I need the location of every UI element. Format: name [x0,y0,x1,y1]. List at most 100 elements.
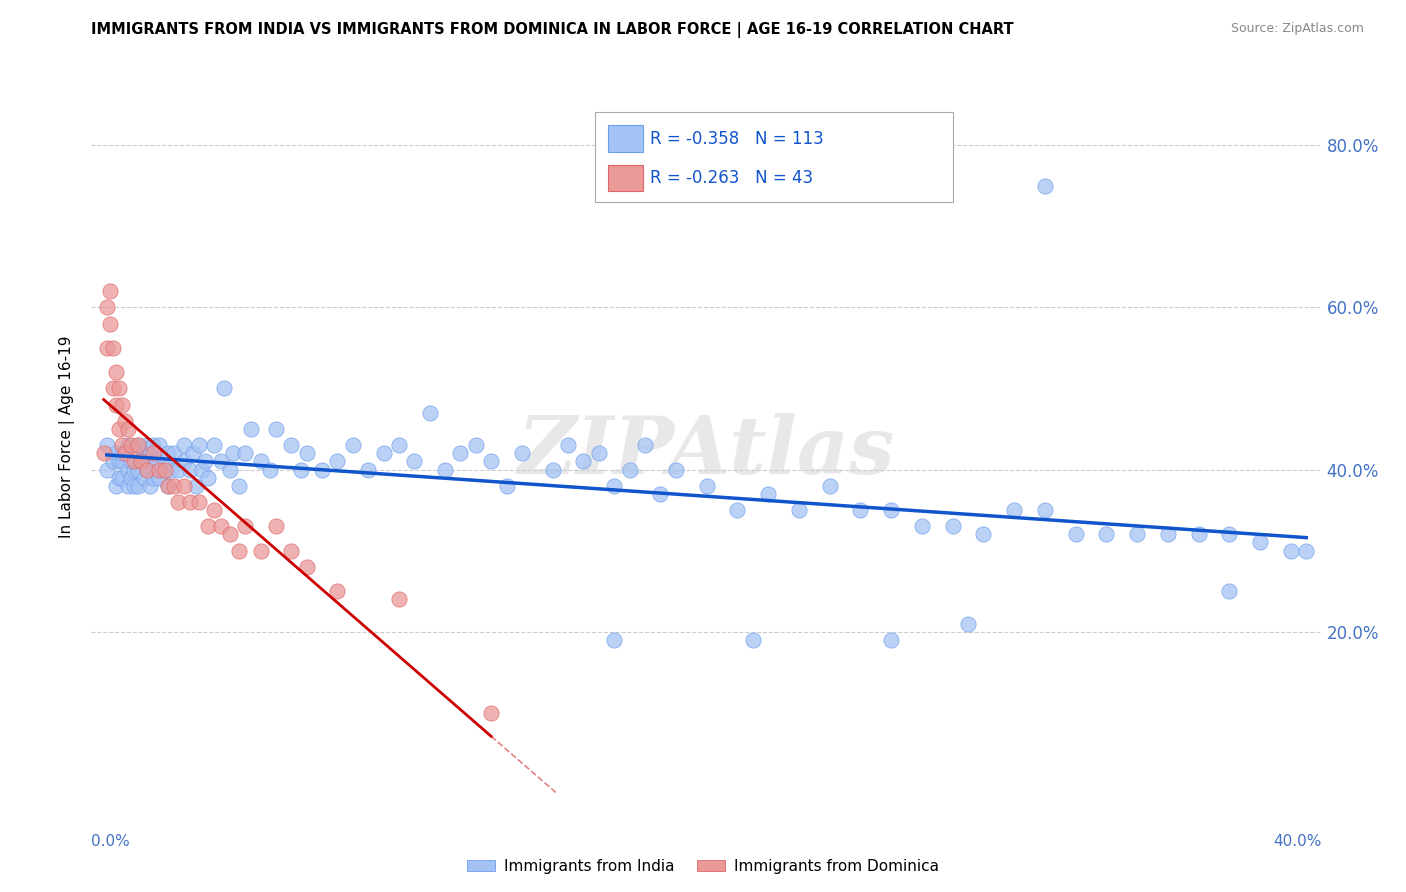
Point [108,422,131,436]
Point [295,559,318,574]
Point [326,454,349,468]
Point [1064,527,1087,541]
Point [1295,543,1317,558]
Point [150,462,173,476]
Point [157,479,180,493]
Point [1249,535,1271,549]
Point [184,479,207,493]
Point [725,503,748,517]
Point [120,470,142,484]
Point [1218,527,1240,541]
Point [181,446,204,460]
Point [117,479,139,493]
Text: ZIPAtlas: ZIPAtlas [517,413,896,490]
Point [280,543,302,558]
Point [1218,584,1240,599]
Point [228,543,250,558]
Point [295,446,318,460]
Point [634,438,657,452]
Point [101,454,124,468]
Point [145,454,167,468]
Point [880,632,903,647]
Point [495,479,517,493]
Point [650,487,672,501]
Point [1033,503,1056,517]
Point [148,438,170,452]
Point [280,438,302,452]
Point [557,438,579,452]
Point [404,454,426,468]
Point [911,519,934,533]
Point [157,479,180,493]
Point [603,632,626,647]
Legend: Immigrants from India, Immigrants from Dominica: Immigrants from India, Immigrants from D… [461,853,945,880]
Point [880,503,903,517]
Point [163,446,186,460]
Point [233,519,256,533]
Point [588,446,610,460]
Point [179,462,201,476]
Point [111,446,134,460]
Point [849,503,872,517]
Point [135,438,157,452]
Point [1126,527,1149,541]
Point [572,454,595,468]
Point [541,462,564,476]
Point [117,438,139,452]
Point [148,470,170,484]
Point [290,462,312,476]
Point [108,470,131,484]
Point [756,487,779,501]
Point [139,446,162,460]
Point [173,479,195,493]
Point [787,503,810,517]
Point [142,438,165,452]
Text: 40.0%: 40.0% [1274,834,1322,849]
Point [388,438,411,452]
Point [357,462,380,476]
Point [222,446,245,460]
Point [166,495,188,509]
Point [942,519,965,533]
Text: IMMIGRANTS FROM INDIA VS IMMIGRANTS FROM DOMINICA IN LABOR FORCE | AGE 16-19 COR: IMMIGRANTS FROM INDIA VS IMMIGRANTS FROM… [91,22,1014,38]
Point [209,519,232,533]
Point [479,454,502,468]
Point [111,398,134,412]
Point [163,479,186,493]
Point [101,381,124,395]
Point [818,479,841,493]
Point [157,446,180,460]
Point [173,438,195,452]
Point [98,284,121,298]
Point [148,462,170,476]
Point [129,454,152,468]
Point [105,479,127,493]
Point [101,341,124,355]
Point [127,438,149,452]
Point [259,462,281,476]
Point [956,616,979,631]
Point [105,398,127,412]
Point [153,454,177,468]
Point [129,454,152,468]
Point [202,438,225,452]
Point [124,454,146,468]
Point [197,519,219,533]
Point [108,454,131,468]
Point [166,462,188,476]
Point [972,527,994,541]
Point [218,527,240,541]
Point [249,543,271,558]
Point [96,438,118,452]
Text: R = -0.358   N = 113: R = -0.358 N = 113 [650,129,824,148]
Point [96,341,118,355]
Point [696,479,718,493]
Point [142,446,165,460]
Point [117,462,139,476]
Text: 0.0%: 0.0% [91,834,131,849]
Point [434,462,457,476]
Point [603,479,626,493]
Point [665,462,688,476]
Point [1033,178,1056,193]
Point [510,446,533,460]
